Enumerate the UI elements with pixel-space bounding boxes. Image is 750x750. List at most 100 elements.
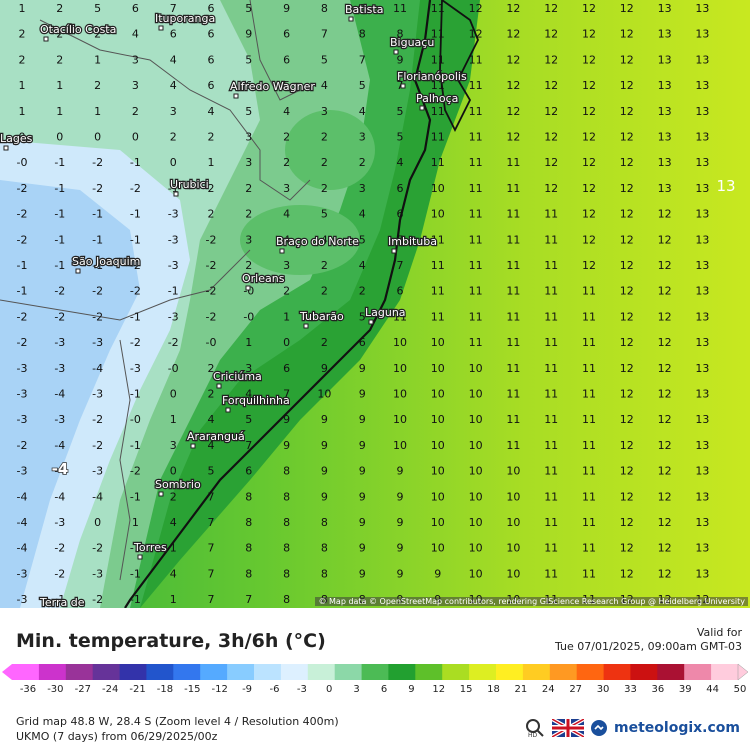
grid-value: -4 xyxy=(54,490,65,503)
grid-value: 12 xyxy=(544,156,558,169)
grid-value: -0 xyxy=(130,413,141,426)
scale-tick: -3 xyxy=(296,684,307,695)
grid-value: 12 xyxy=(506,79,520,92)
grid-value: 12 xyxy=(658,567,672,580)
grid-value: -4 xyxy=(92,362,103,375)
grid-value: -2 xyxy=(206,259,217,272)
map-attribution[interactable]: © Map data © OpenStreetMap contributors,… xyxy=(315,597,748,606)
grid-value: -4 xyxy=(92,490,103,503)
grid-value: 13 xyxy=(695,105,709,118)
grid-value: 10 xyxy=(393,439,407,452)
grid-value: 12 xyxy=(506,53,520,66)
grid-value: 11 xyxy=(544,542,558,555)
grid-value: 5 xyxy=(208,465,215,478)
grid-value: 13 xyxy=(658,105,672,118)
grid-value: 11 xyxy=(506,439,520,452)
grid-value: 11 xyxy=(582,516,596,529)
grid-value: 12 xyxy=(582,53,596,66)
grid-value: -4 xyxy=(17,516,28,529)
grid-value: 1 xyxy=(94,105,101,118)
grid-value: 11 xyxy=(544,208,558,221)
map-canvas: 1 2 5 6 7 6 5 9 8 9 11 11 12 12 12 12 12 13 132 2 2 4 6 6 9 6 7 8 8 1… xyxy=(0,0,750,608)
grid-value: 10 xyxy=(506,490,520,503)
grid-value: 1 xyxy=(245,336,252,349)
uk-flag-icon[interactable] xyxy=(552,719,585,737)
weather-map[interactable]: 1 2 5 6 7 6 5 9 8 9 11 11 12 12 12 12 12 13 13 2 2 2 4 6 6 9 6 7 8 8 1… xyxy=(0,0,750,608)
grid-value: 11 xyxy=(582,439,596,452)
scale-tick: -21 xyxy=(129,684,146,695)
grid-value: 11 xyxy=(431,105,445,118)
grid-value: 4 xyxy=(359,259,366,272)
grid-value: 9 xyxy=(359,388,366,401)
grid-value: 5 xyxy=(359,233,366,246)
grid-value: 12 xyxy=(658,490,672,503)
scale-tick: 6 xyxy=(380,684,388,695)
grid-value: 12 xyxy=(620,567,634,580)
city-label: Criciúma xyxy=(213,370,262,383)
city-label: São Joaquim xyxy=(72,255,140,268)
grid-value: 12 xyxy=(658,310,672,323)
grid-value: 13 xyxy=(695,362,709,375)
grid-value: 10 xyxy=(431,413,445,426)
grid-value: 10 xyxy=(431,439,445,452)
city-label: Orleans xyxy=(242,272,285,285)
grid-value: 0 xyxy=(94,131,101,144)
brand-name[interactable]: meteologix.com xyxy=(614,720,740,736)
city-marker: Terra de xyxy=(38,595,86,608)
grid-value: -1 xyxy=(130,542,141,555)
municipal-border xyxy=(249,0,301,101)
grid-value: 9 xyxy=(359,567,366,580)
grid-value: 11 xyxy=(544,310,558,323)
scale-color-cell xyxy=(657,664,685,680)
city-label: Braço do Norte xyxy=(276,235,359,248)
city-marker: Ituporanga xyxy=(154,11,216,31)
grid-value: 6 xyxy=(170,28,177,41)
city-marker: Sombrio xyxy=(154,477,202,497)
city-dot-icon xyxy=(400,83,406,89)
grid-value: 11 xyxy=(582,465,596,478)
grid-value: 0 xyxy=(132,131,139,144)
grid-value: 12 xyxy=(620,105,634,118)
grid-value: 2 xyxy=(359,285,366,298)
grid-value: 12 xyxy=(658,388,672,401)
grid-value: 12 xyxy=(620,53,634,66)
grid-value: 4 xyxy=(208,439,215,452)
grid-value: 3 xyxy=(132,79,139,92)
scale-color-cell xyxy=(576,664,605,680)
grid-value: 11 xyxy=(431,2,445,15)
warm-pocket xyxy=(240,205,360,275)
grid-value: -2 xyxy=(92,413,103,426)
grid-value: 11 xyxy=(431,156,445,169)
grid-value: 13 xyxy=(658,79,672,92)
grid-value: 1 xyxy=(170,593,177,606)
grid-value: 11 xyxy=(506,156,520,169)
grid-value: 10 xyxy=(393,336,407,349)
scale-color-cell xyxy=(254,664,282,680)
grid-value: 2 xyxy=(208,208,215,221)
search-hd-icon[interactable]: HD xyxy=(524,718,546,738)
scale-color-cell xyxy=(92,664,121,680)
grid-value: 9 xyxy=(397,53,404,66)
grid-value: 8 xyxy=(321,2,328,15)
grid-value: 10 xyxy=(317,388,331,401)
grid-value: -2 xyxy=(92,182,103,195)
grid-value: -2 xyxy=(130,336,141,349)
grid-value: 12 xyxy=(658,336,672,349)
grid-value: 13 xyxy=(695,182,709,195)
scale-color-cell xyxy=(12,664,40,680)
city-dot-icon xyxy=(158,25,164,31)
grid-value: 11 xyxy=(506,285,520,298)
grid-value: 5 xyxy=(245,413,252,426)
grid-value: 2 xyxy=(245,259,252,272)
grid-value: 11 xyxy=(544,259,558,272)
grid-value: 10 xyxy=(431,490,445,503)
grid-value: 2 xyxy=(208,131,215,144)
grid-value: 12 xyxy=(544,79,558,92)
grid-value: 12 xyxy=(582,182,596,195)
grid-value: 6 xyxy=(208,28,215,41)
city-dot-icon xyxy=(3,145,9,151)
grid-value: -2 xyxy=(168,336,179,349)
grid-value: 13 xyxy=(658,131,672,144)
grid-value: -1 xyxy=(130,208,141,221)
grid-value: 12 xyxy=(658,439,672,452)
